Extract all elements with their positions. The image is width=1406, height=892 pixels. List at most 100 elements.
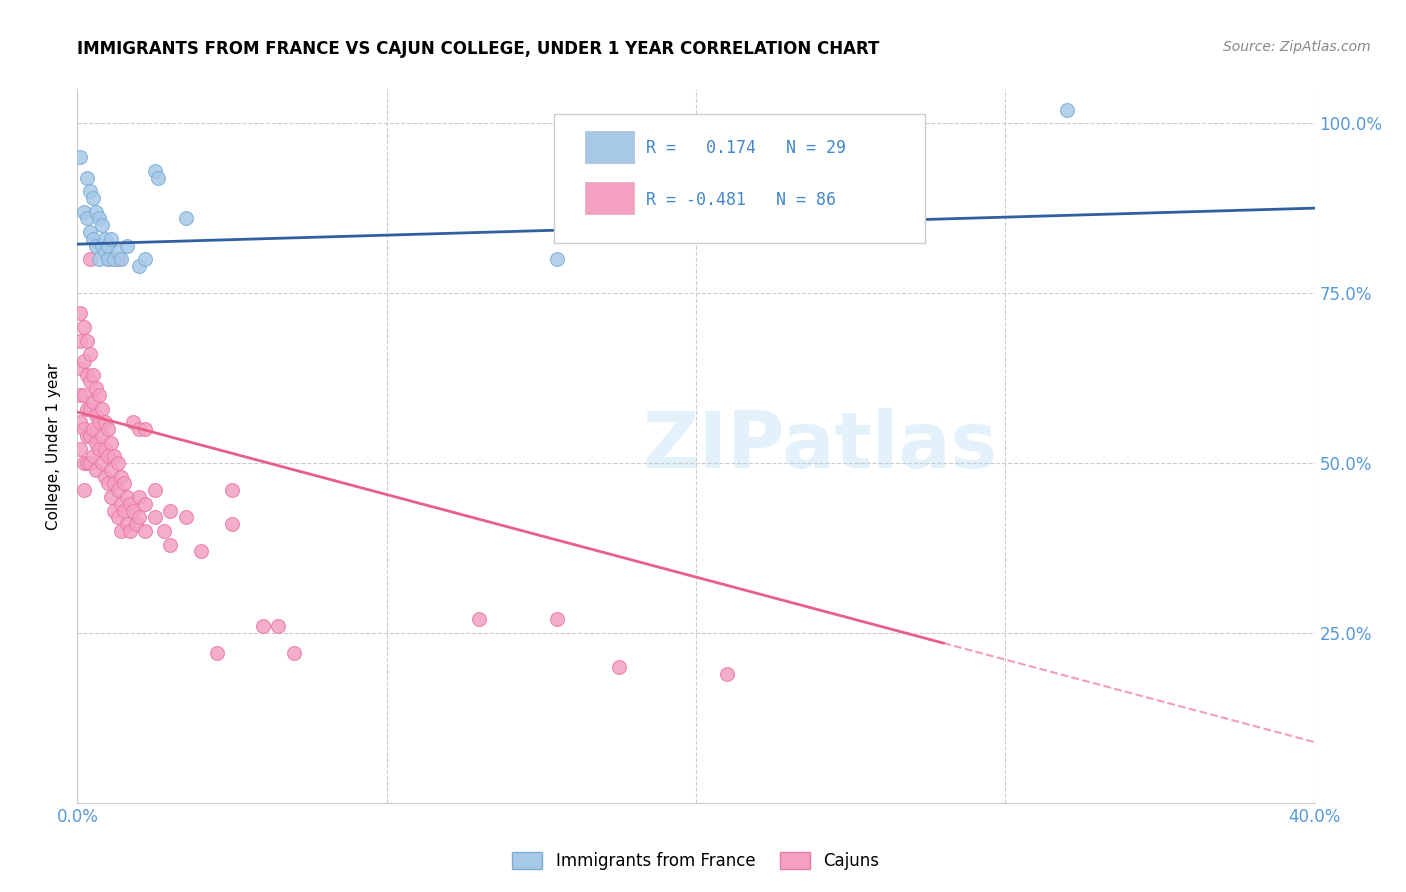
Point <box>128 490 150 504</box>
Point <box>76 429 98 443</box>
Point <box>125 517 148 532</box>
Point <box>267 619 290 633</box>
Point <box>79 347 101 361</box>
Point <box>221 483 243 498</box>
Point <box>107 483 129 498</box>
Point <box>82 232 104 246</box>
Point <box>107 245 129 260</box>
Point <box>100 463 122 477</box>
Point <box>107 510 129 524</box>
Point <box>115 517 138 532</box>
Point <box>91 456 114 470</box>
Point <box>205 646 228 660</box>
Point <box>115 238 138 252</box>
Text: ZIPatlas: ZIPatlas <box>643 408 997 484</box>
Point <box>103 476 125 491</box>
Point <box>79 456 101 470</box>
Point <box>72 456 94 470</box>
Point <box>134 524 156 538</box>
Point <box>100 232 122 246</box>
Text: Source: ZipAtlas.com: Source: ZipAtlas.com <box>1223 40 1371 54</box>
Point <box>91 429 114 443</box>
Point <box>716 666 738 681</box>
Point <box>134 422 156 436</box>
Point <box>79 252 101 266</box>
Point <box>69 360 91 375</box>
Point <box>118 524 141 538</box>
Point <box>79 225 101 239</box>
Point <box>76 401 98 416</box>
Point <box>91 238 114 252</box>
Bar <box>585 130 634 162</box>
Point <box>607 660 630 674</box>
Point <box>84 238 107 252</box>
Point <box>91 218 114 232</box>
Point <box>252 619 274 633</box>
Point <box>107 252 129 266</box>
Point <box>122 503 145 517</box>
Point <box>72 388 94 402</box>
Point <box>84 204 107 219</box>
Point <box>94 469 117 483</box>
Bar <box>585 182 634 214</box>
Point <box>76 170 98 185</box>
Point <box>153 524 176 538</box>
Point <box>79 401 101 416</box>
Point <box>72 204 94 219</box>
Point <box>69 150 91 164</box>
Point <box>103 449 125 463</box>
Point <box>97 238 120 252</box>
Point <box>146 170 169 185</box>
Point <box>122 415 145 429</box>
Point <box>174 510 197 524</box>
Point <box>72 354 94 368</box>
Point <box>190 544 212 558</box>
Point <box>87 415 110 429</box>
Point <box>87 442 110 457</box>
Point <box>128 259 150 273</box>
Point <box>283 646 305 660</box>
Point <box>82 368 104 382</box>
Point <box>72 320 94 334</box>
Point <box>87 252 110 266</box>
Point <box>159 537 181 551</box>
Point <box>94 245 117 260</box>
Point <box>91 401 114 416</box>
Point <box>76 368 98 382</box>
Point <box>69 415 91 429</box>
Point <box>103 503 125 517</box>
Point <box>84 463 107 477</box>
Point <box>221 517 243 532</box>
Text: R =   0.174   N = 29: R = 0.174 N = 29 <box>647 139 846 157</box>
Text: R = -0.481   N = 86: R = -0.481 N = 86 <box>647 191 837 209</box>
Point <box>82 449 104 463</box>
Point <box>134 252 156 266</box>
Point <box>84 435 107 450</box>
Point <box>72 483 94 498</box>
Point <box>97 252 120 266</box>
Point <box>110 469 132 483</box>
Point <box>110 252 132 266</box>
Point <box>84 409 107 423</box>
Point <box>94 442 117 457</box>
Point <box>112 503 135 517</box>
Point <box>103 252 125 266</box>
Point <box>128 510 150 524</box>
Point <box>87 388 110 402</box>
Y-axis label: College, Under 1 year: College, Under 1 year <box>46 362 62 530</box>
Point <box>100 435 122 450</box>
Point <box>76 211 98 226</box>
Point <box>112 476 135 491</box>
Point <box>134 497 156 511</box>
Text: IMMIGRANTS FROM FRANCE VS CAJUN COLLEGE, UNDER 1 YEAR CORRELATION CHART: IMMIGRANTS FROM FRANCE VS CAJUN COLLEGE,… <box>77 40 880 58</box>
Point <box>69 442 91 457</box>
Point <box>69 388 91 402</box>
Point <box>468 612 491 626</box>
Point <box>97 476 120 491</box>
Point <box>546 612 568 626</box>
Point <box>110 497 132 511</box>
Point <box>76 334 98 348</box>
Point <box>159 503 181 517</box>
Point <box>107 456 129 470</box>
Point <box>79 375 101 389</box>
